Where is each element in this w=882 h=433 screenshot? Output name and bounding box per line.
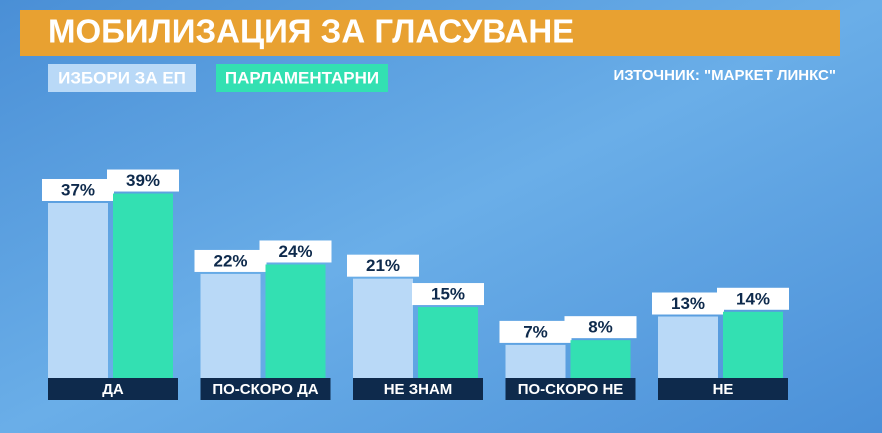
title-bar bbox=[20, 10, 840, 56]
value-label: 37% bbox=[61, 180, 95, 199]
x-tick-label: ПО-СКОРО НЕ bbox=[518, 381, 624, 398]
value-label: 24% bbox=[278, 242, 312, 261]
value-label-box bbox=[259, 240, 332, 263]
bar bbox=[658, 316, 718, 378]
value-label-box bbox=[564, 316, 637, 339]
value-label-box bbox=[194, 249, 267, 272]
bar bbox=[570, 340, 631, 378]
value-label-box bbox=[412, 283, 484, 306]
chart-title: МОБИЛИЗАЦИЯ ЗА ГЛАСУВАНЕ bbox=[48, 13, 574, 50]
bar bbox=[200, 273, 261, 378]
legend-swatch bbox=[216, 64, 388, 92]
category-box bbox=[505, 378, 636, 400]
category-box bbox=[353, 378, 483, 400]
value-label-box bbox=[347, 254, 419, 277]
x-tick-label: НЕ bbox=[713, 381, 734, 398]
bar bbox=[113, 193, 173, 378]
value-label-box bbox=[499, 320, 572, 343]
value-label: 14% bbox=[736, 289, 770, 308]
bar bbox=[353, 278, 413, 378]
value-label-box bbox=[107, 169, 179, 192]
legend-swatch bbox=[48, 64, 196, 92]
bar bbox=[48, 202, 108, 378]
bar bbox=[265, 264, 326, 378]
value-label: 22% bbox=[213, 251, 247, 270]
x-tick-label: ПО-СКОРО ДА bbox=[212, 381, 318, 398]
value-label: 21% bbox=[366, 256, 400, 275]
value-label-box bbox=[717, 287, 789, 310]
value-label: 15% bbox=[431, 285, 465, 304]
x-tick-label: НЕ ЗНАМ bbox=[384, 381, 453, 398]
category-box bbox=[48, 378, 178, 400]
x-tick-label: ДА bbox=[102, 381, 124, 398]
value-label: 7% bbox=[523, 322, 548, 341]
bar bbox=[723, 311, 783, 378]
legend-label: ИЗБОРИ ЗА ЕП bbox=[58, 68, 186, 87]
value-label-box bbox=[652, 292, 724, 315]
source: ИЗТОЧНИК: "МАРКЕТ ЛИНКС" bbox=[613, 67, 836, 84]
legend-label: ПАРЛАМЕНТАРНИ bbox=[225, 68, 379, 87]
bar bbox=[505, 344, 566, 378]
bar bbox=[418, 307, 478, 378]
value-label: 39% bbox=[126, 171, 160, 190]
value-label-box bbox=[42, 178, 114, 201]
value-label: 13% bbox=[671, 294, 705, 313]
category-box bbox=[658, 378, 788, 400]
category-box bbox=[200, 378, 331, 400]
value-label: 8% bbox=[588, 318, 613, 337]
